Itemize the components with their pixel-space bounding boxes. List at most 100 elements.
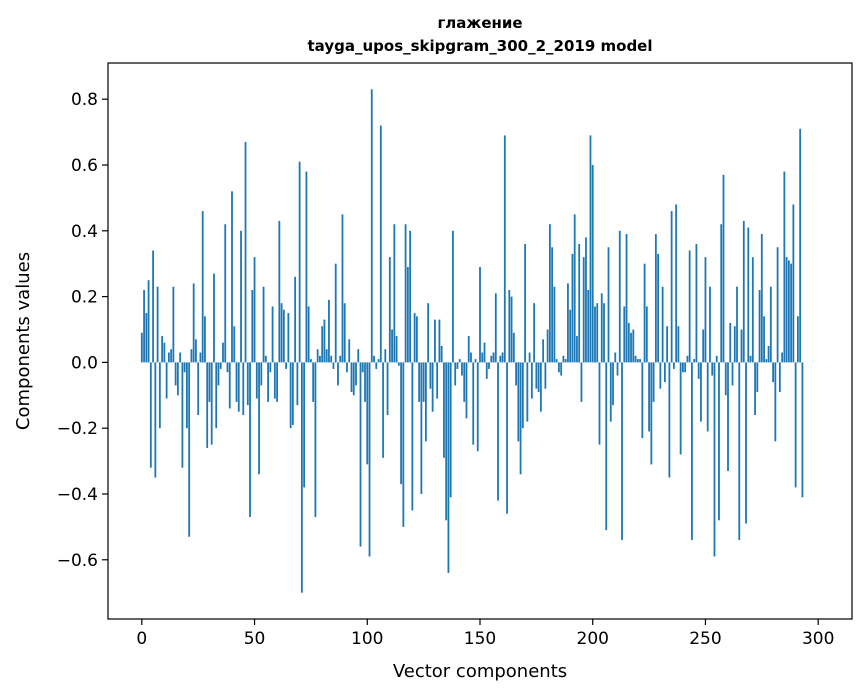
- bar-35: [219, 362, 222, 369]
- bar-228: [654, 234, 657, 363]
- bar-289: [792, 204, 795, 363]
- x-tick-label: 250: [689, 629, 721, 649]
- bar-270: [749, 355, 752, 363]
- bar-118: [406, 266, 409, 363]
- bar-195: [580, 362, 583, 402]
- bar-13: [170, 349, 173, 363]
- bar-156: [492, 352, 495, 363]
- bar-132: [438, 319, 441, 363]
- bar-227: [652, 362, 655, 402]
- bar-275: [760, 234, 763, 363]
- y-axis-ticks: −0.6 −0.4 −0.2 0.0 0.2 0.4 0.6 0.8: [57, 90, 108, 571]
- bar-4: [149, 362, 152, 468]
- bar-94: [352, 362, 355, 396]
- bar-175: [535, 362, 538, 389]
- bar-149: [476, 362, 479, 452]
- bar-110: [388, 257, 391, 363]
- bar-139: [454, 362, 457, 386]
- bar-93: [350, 362, 353, 392]
- bar-90: [343, 303, 346, 363]
- bar-204: [600, 293, 603, 363]
- bar-150: [479, 266, 481, 363]
- bar-213: [621, 362, 623, 541]
- bar-79: [319, 355, 321, 363]
- bar-176: [537, 362, 540, 392]
- bar-40: [231, 191, 233, 363]
- bar-216: [627, 322, 630, 363]
- bar-170: [524, 243, 526, 363]
- bar-274: [758, 290, 761, 363]
- bar-235: [670, 211, 673, 363]
- bar-124: [420, 362, 423, 494]
- bar-130: [434, 319, 436, 363]
- bar-51: [255, 362, 258, 399]
- bar-226: [650, 362, 653, 465]
- bar-258: [722, 174, 725, 363]
- bar-177: [539, 362, 542, 412]
- bar-10: [163, 342, 166, 363]
- bar-63: [282, 309, 285, 363]
- bar-183: [553, 286, 556, 363]
- bar-200: [591, 164, 594, 363]
- bar-221: [639, 359, 641, 363]
- bar-34: [217, 362, 220, 386]
- bar-61: [278, 220, 281, 363]
- bar-54: [262, 286, 265, 363]
- bar-146: [470, 352, 472, 363]
- bar-196: [582, 257, 585, 363]
- bar-172: [528, 352, 531, 363]
- bar-273: [756, 362, 759, 392]
- bar-65: [287, 313, 290, 363]
- bar-45: [242, 362, 245, 416]
- bar-123: [418, 362, 421, 402]
- bar-268: [745, 362, 747, 524]
- bar-17: [179, 352, 182, 363]
- bar-105: [377, 359, 380, 363]
- bar-3: [147, 280, 150, 363]
- bar-198: [587, 290, 590, 363]
- x-tick-label: 150: [464, 629, 496, 649]
- bar-192: [573, 214, 576, 363]
- bar-185: [558, 362, 560, 373]
- bar-44: [240, 230, 242, 363]
- bar-114: [397, 362, 400, 366]
- bar-23: [192, 283, 195, 363]
- bar-161: [503, 135, 506, 363]
- bar-240: [682, 362, 684, 373]
- bar-121: [413, 313, 416, 363]
- bar-140: [456, 362, 459, 369]
- bar-259: [724, 362, 727, 396]
- bar-2: [145, 313, 148, 363]
- plot-frame: [107, 62, 853, 620]
- bar-49: [251, 290, 254, 363]
- bar-263: [733, 326, 736, 363]
- bar-86: [334, 263, 337, 363]
- bar-99: [364, 362, 366, 402]
- bar-254: [713, 362, 716, 557]
- bar-24: [195, 339, 197, 363]
- bar-133: [440, 345, 443, 363]
- bar-145: [467, 336, 470, 363]
- bar-30: [208, 362, 211, 402]
- bar-16: [176, 362, 179, 396]
- bar-134: [443, 362, 445, 458]
- bar-290: [794, 362, 797, 488]
- bar-237: [675, 204, 678, 363]
- bar-8: [158, 362, 161, 429]
- bar-153: [485, 362, 488, 379]
- bar-42: [235, 362, 238, 402]
- bar-182: [551, 247, 554, 363]
- bar-173: [530, 362, 533, 399]
- bar-152: [483, 342, 486, 363]
- bar-223: [643, 263, 646, 363]
- bar-98: [361, 362, 364, 373]
- bar-243: [688, 250, 691, 363]
- bar-167: [517, 362, 520, 442]
- bar-37: [224, 224, 227, 363]
- bar-18: [181, 362, 184, 468]
- bar-48: [249, 362, 251, 518]
- bar-168: [519, 362, 522, 475]
- bar-169: [521, 362, 524, 429]
- bar-280: [772, 362, 774, 383]
- bar-277: [765, 359, 768, 363]
